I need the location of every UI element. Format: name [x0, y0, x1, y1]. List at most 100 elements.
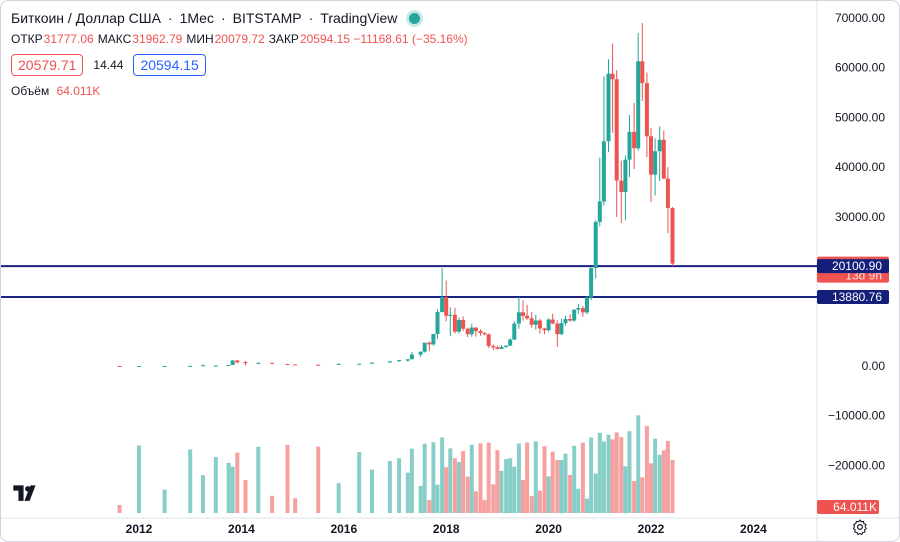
candle-body — [623, 159, 628, 192]
buy-price-button[interactable]: 20594.15 — [133, 54, 206, 76]
symbol-legend: Биткоин / Доллар США · 1Мес · BITSTAMP ·… — [11, 10, 468, 98]
candle-body — [431, 333, 436, 345]
time-tick-label: 2022 — [638, 522, 665, 536]
volume-bar — [585, 498, 589, 513]
candle-body — [201, 365, 205, 367]
volume-bar — [293, 498, 298, 513]
exchange-label: BITSTAMP — [232, 10, 302, 26]
volume-bar — [482, 500, 487, 513]
volume-value: 64.011K — [56, 84, 101, 98]
time-tick-label: 2012 — [126, 522, 153, 536]
tradingview-logo-icon[interactable] — [11, 482, 43, 506]
price-scale-label — [817, 259, 889, 274]
volume-bar — [440, 437, 445, 513]
volume-bar — [422, 443, 427, 513]
volume-bar — [537, 490, 542, 513]
volume-scale-label-text: 64.011K — [833, 500, 877, 514]
volume-bar — [478, 443, 483, 513]
volume-bar — [435, 484, 440, 513]
volume-bar — [226, 462, 231, 513]
candle-body — [418, 351, 423, 355]
volume-bar — [230, 466, 235, 513]
volume-bar — [576, 488, 581, 513]
settings-gear-icon[interactable] — [851, 518, 869, 536]
volume-bar — [461, 450, 466, 513]
volume-bar — [525, 442, 530, 513]
close-value: 20594.15 −11168.61 (−35.16%) — [299, 32, 468, 46]
market-status-icon[interactable] — [409, 12, 421, 24]
volume-bar — [486, 442, 491, 513]
candle-body — [387, 361, 392, 363]
bid-ask-row: 20579.71 14.44 20594.15 — [11, 54, 468, 76]
volume-bar — [661, 450, 666, 513]
sell-price-button[interactable]: 20579.71 — [11, 54, 84, 76]
candle-body — [285, 364, 290, 366]
interval-label[interactable]: 1Мес — [179, 10, 214, 26]
volume-bar — [213, 457, 218, 513]
candle-body — [226, 364, 231, 366]
volume-scale-label — [817, 500, 879, 514]
volume-bar — [188, 449, 193, 513]
candle-body — [559, 323, 564, 335]
symbol-name[interactable]: Биткоин / Доллар США — [11, 10, 161, 26]
volume-bar — [572, 445, 577, 513]
candle-body — [657, 139, 662, 152]
high-value: 31962.79 — [132, 32, 183, 46]
separator-dot: · — [220, 10, 226, 26]
candle-body — [546, 319, 551, 331]
volume-bar — [627, 431, 632, 513]
candle-body — [369, 362, 374, 364]
volume-bar — [636, 415, 641, 513]
volume-bar — [657, 454, 662, 513]
candle-body — [469, 327, 474, 335]
candle-body — [162, 365, 167, 367]
price-scale-label — [817, 289, 889, 304]
candle-body — [336, 363, 341, 365]
candle-body — [550, 319, 555, 324]
candle-body — [270, 362, 275, 364]
volume-bar — [653, 438, 658, 513]
spread-value: 14.44 — [93, 58, 124, 72]
volume-bar — [405, 472, 410, 513]
volume-bar — [162, 489, 167, 513]
volume-bar — [597, 432, 602, 513]
candle-body — [568, 319, 573, 321]
open-value: 31777.06 — [43, 32, 94, 46]
volume-bar — [601, 441, 606, 513]
price-tick-label: −20000.00 — [828, 458, 885, 472]
volume-bar — [452, 458, 457, 513]
volume-bar — [431, 442, 436, 513]
candle-body — [465, 328, 470, 335]
separator-dot: · — [308, 10, 314, 26]
candle-body — [427, 342, 432, 345]
volume-bar — [256, 446, 261, 513]
candle-body — [422, 342, 427, 352]
candle-body — [636, 61, 641, 149]
candle-body — [576, 308, 581, 310]
candle-body — [653, 151, 658, 175]
candle-body — [555, 323, 560, 335]
candle-body — [627, 131, 632, 160]
high-label: МАКС — [97, 32, 132, 46]
close-label: ЗАКР — [268, 32, 299, 46]
volume-legend: Объём 64.011K — [11, 84, 468, 98]
low-value: 20079.72 — [214, 32, 265, 46]
candle-body — [632, 131, 637, 149]
volume-bar — [499, 470, 504, 513]
provider-label: TradingView — [320, 10, 398, 26]
candle-body — [495, 347, 500, 349]
candle-body — [409, 354, 414, 360]
candle-body — [593, 221, 598, 269]
volume-bar — [563, 453, 568, 513]
candle-body — [521, 312, 525, 316]
volume-bar — [593, 473, 598, 513]
candle-body — [452, 314, 457, 332]
volume-bar — [397, 458, 402, 513]
volume-bar — [508, 458, 513, 513]
volume-bar — [117, 504, 122, 513]
candle-body — [486, 334, 491, 346]
volume-bar — [409, 448, 414, 513]
candle-body — [649, 136, 653, 175]
